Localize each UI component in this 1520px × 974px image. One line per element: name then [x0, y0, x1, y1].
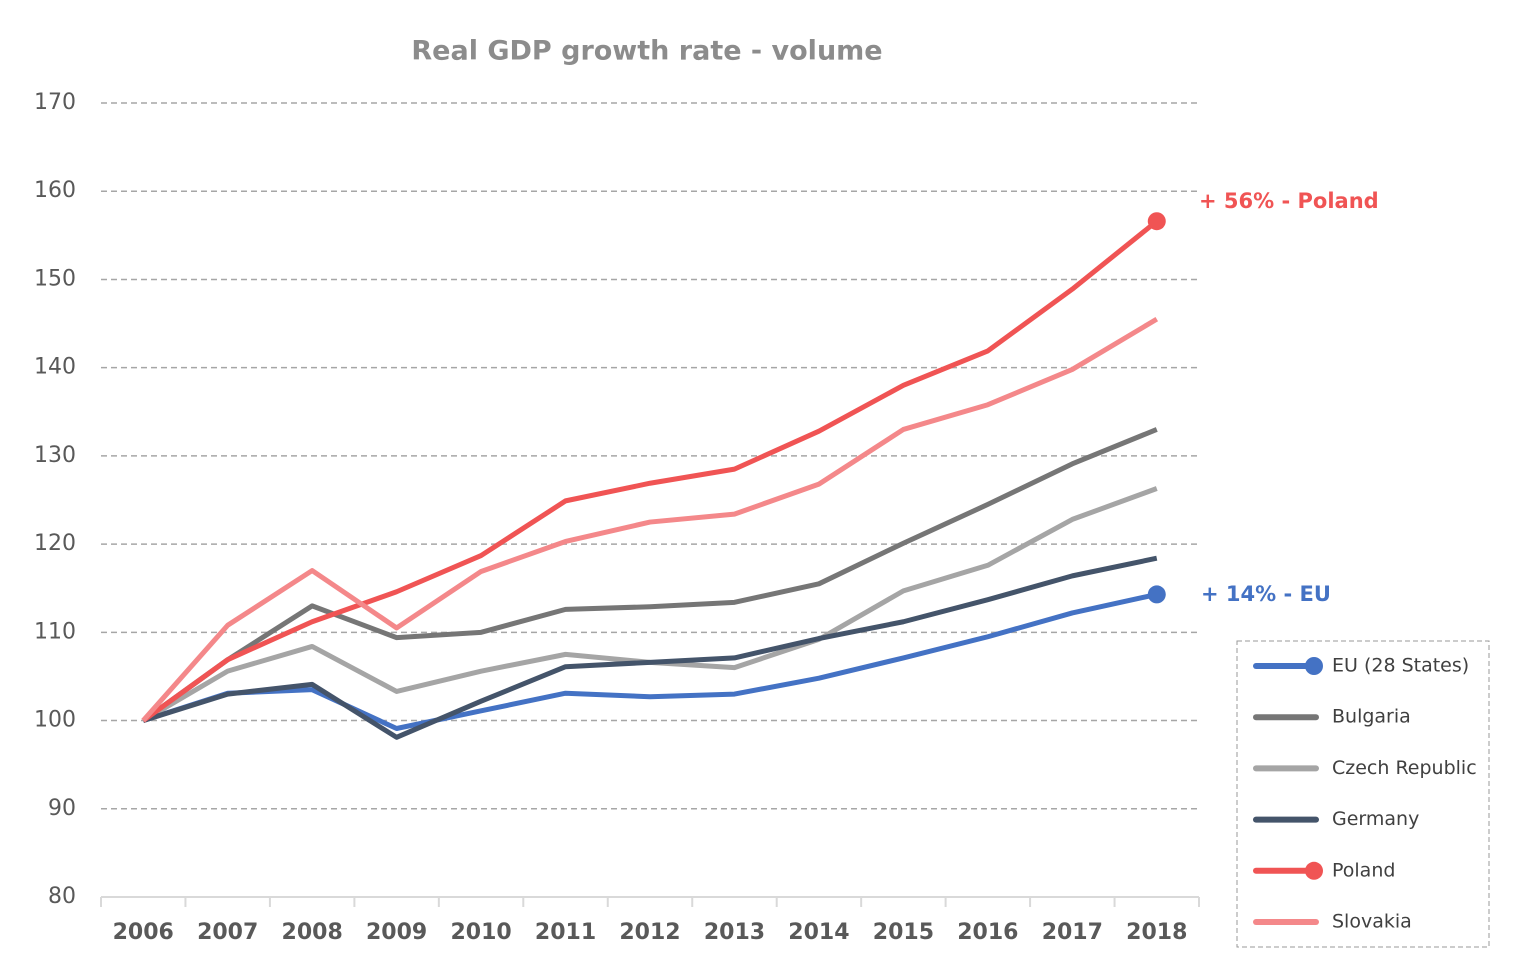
legend-label: Slovakia — [1332, 911, 1412, 933]
x-tick-label: 2018 — [1126, 920, 1187, 945]
series-line — [141, 316, 1159, 723]
y-tick-label: 150 — [34, 266, 76, 291]
x-tick-label: 2011 — [535, 920, 596, 945]
x-tick-label: 2010 — [450, 920, 511, 945]
legend-label: EU (28 States) — [1332, 655, 1469, 677]
x-tick-label: 2012 — [619, 920, 680, 945]
x-tick-label: 2014 — [788, 920, 849, 945]
series-line — [141, 427, 1158, 723]
end-marker — [1147, 212, 1166, 231]
y-tick-label: 140 — [34, 355, 76, 380]
x-tick-label: 2017 — [1042, 920, 1103, 945]
x-tick-label: 2016 — [957, 920, 1018, 945]
y-tick-label: 130 — [34, 443, 76, 468]
legend-label: Bulgaria — [1332, 706, 1411, 728]
x-tick-label: 2015 — [873, 920, 934, 945]
y-tick-label: 170 — [34, 90, 76, 115]
annotation: + 56% - Poland — [1199, 189, 1379, 213]
legend-marker — [1305, 657, 1323, 675]
legend-box — [1236, 640, 1490, 948]
y-tick-label: 110 — [34, 619, 76, 644]
chart-title: Real GDP growth rate - volume — [411, 36, 882, 67]
y-tick-label: 90 — [48, 796, 76, 821]
series-line — [141, 219, 1159, 723]
series-line — [142, 555, 1158, 740]
legend-label: Czech Republic — [1332, 757, 1477, 779]
series-line — [142, 591, 1158, 731]
legend-label: Poland — [1332, 859, 1395, 881]
legend-label: Germany — [1332, 808, 1419, 830]
x-tick-label: 2008 — [282, 920, 343, 945]
x-tick-label: 2007 — [197, 920, 258, 945]
x-tick-label: 2009 — [366, 920, 427, 945]
end-marker — [1147, 585, 1166, 604]
legend-marker — [1305, 861, 1323, 880]
y-tick-label: 100 — [34, 708, 76, 733]
annotation: + 14% - EU — [1201, 582, 1331, 606]
y-tick-label: 160 — [34, 178, 76, 203]
y-tick-label: 80 — [48, 884, 76, 909]
x-tick-label: 2006 — [113, 920, 174, 945]
x-tick-label: 2013 — [704, 920, 765, 945]
y-tick-label: 120 — [34, 531, 76, 556]
